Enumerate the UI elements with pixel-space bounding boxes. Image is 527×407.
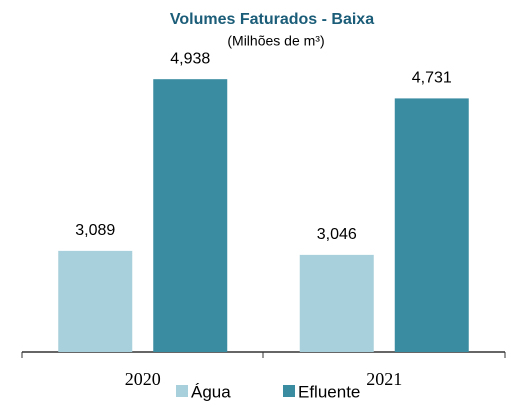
legend-label: Efluente xyxy=(298,382,360,401)
bar xyxy=(153,79,228,352)
legend-swatch xyxy=(283,385,295,397)
data-label: 4,731 xyxy=(412,70,452,87)
legend-swatch xyxy=(176,385,188,397)
data-label: 3,046 xyxy=(317,226,357,243)
bar xyxy=(58,250,133,352)
x-tick-label: 2020 xyxy=(125,369,161,389)
chart-title: Volumes Faturados - Baixa xyxy=(170,11,374,28)
bar xyxy=(299,254,374,352)
data-label: 4,938 xyxy=(170,50,210,67)
chart-subtitle: (Milhões de m³) xyxy=(227,33,324,49)
bar xyxy=(394,98,469,353)
data-label: 3,089 xyxy=(75,222,115,239)
x-tick-label: 2021 xyxy=(366,369,402,389)
legend-label: Água xyxy=(191,382,231,401)
